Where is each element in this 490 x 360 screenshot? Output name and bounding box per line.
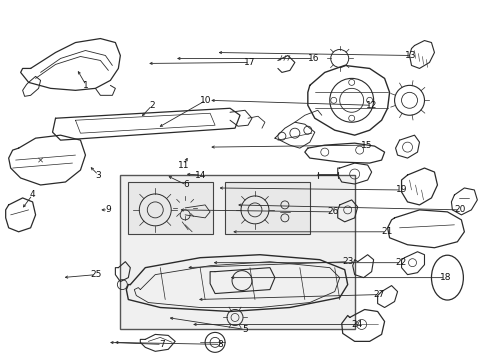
Text: 1: 1 (83, 81, 89, 90)
Text: 16: 16 (308, 54, 319, 63)
Text: 2: 2 (149, 101, 155, 110)
Text: 8: 8 (218, 340, 223, 349)
Text: 11: 11 (178, 161, 190, 170)
Bar (225, 182, 310, 234)
Text: 23: 23 (342, 257, 353, 266)
Text: 26: 26 (327, 207, 339, 216)
Text: 18: 18 (440, 273, 451, 282)
Text: 4: 4 (29, 190, 35, 199)
Text: 7: 7 (159, 340, 165, 349)
Text: 24: 24 (352, 320, 363, 329)
Text: 19: 19 (395, 185, 407, 194)
Text: 12: 12 (367, 101, 378, 110)
Text: 10: 10 (200, 96, 212, 105)
Text: 22: 22 (396, 258, 407, 267)
Text: 13: 13 (405, 51, 417, 60)
Text: 3: 3 (96, 171, 101, 180)
Text: 5: 5 (242, 325, 248, 334)
Text: 6: 6 (183, 180, 189, 189)
Text: 17: 17 (244, 58, 256, 67)
Text: 15: 15 (362, 141, 373, 150)
Bar (128, 182, 213, 234)
Text: 21: 21 (381, 227, 392, 236)
Text: 27: 27 (374, 290, 385, 299)
Text: 20: 20 (454, 206, 466, 215)
Bar (121, 175, 355, 329)
Text: 9: 9 (105, 206, 111, 215)
Text: 14: 14 (196, 171, 207, 180)
Text: 25: 25 (90, 270, 101, 279)
